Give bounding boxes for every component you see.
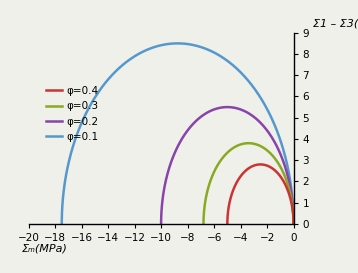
Legend: φ=0.4, φ=0.3, φ=0.2, φ=0.1: φ=0.4, φ=0.3, φ=0.2, φ=0.1 <box>42 82 103 146</box>
φ=0.1 <box>274 127 278 130</box>
φ=0.2 <box>178 141 182 144</box>
Line: φ=0.2: φ=0.2 <box>161 107 294 224</box>
φ=0.3 <box>253 143 257 146</box>
φ=0.2 <box>207 110 211 114</box>
φ=0.1 <box>117 67 121 70</box>
φ=0.4 <box>234 181 239 184</box>
φ=0.3 <box>285 180 289 183</box>
φ=0.3 <box>214 166 218 169</box>
φ=0.2 <box>235 107 240 110</box>
φ=0.3 <box>223 153 228 156</box>
φ=0.3 <box>201 222 205 225</box>
φ=0.4 <box>281 179 285 183</box>
φ=0.1 <box>92 96 97 100</box>
φ=0.1 <box>256 92 260 95</box>
φ=0.3 <box>234 145 238 148</box>
φ=0.2 <box>159 222 163 225</box>
φ=0.3 <box>277 164 282 167</box>
φ=0.3 <box>247 141 251 145</box>
Text: Σ1 – Σ3(MPa): Σ1 – Σ3(MPa) <box>314 18 358 28</box>
φ=0.1 <box>176 42 180 45</box>
φ=0.3 <box>291 222 296 225</box>
φ=0.4 <box>225 222 229 225</box>
φ=0.4 <box>258 163 263 166</box>
φ=0.2 <box>291 222 296 225</box>
Text: Σₘ(MPa): Σₘ(MPa) <box>22 244 68 253</box>
φ=0.2 <box>271 138 275 141</box>
φ=0.4 <box>249 165 253 168</box>
φ=0.1 <box>59 222 64 225</box>
φ=0.4 <box>291 222 296 225</box>
Line: φ=0.1: φ=0.1 <box>62 43 294 224</box>
φ=0.2 <box>192 121 196 125</box>
Line: φ=0.3: φ=0.3 <box>203 143 294 224</box>
φ=0.4 <box>286 191 291 194</box>
φ=0.1 <box>291 222 296 225</box>
φ=0.2 <box>281 161 286 164</box>
Line: φ=0.4: φ=0.4 <box>227 164 294 224</box>
φ=0.1 <box>193 44 197 47</box>
φ=0.1 <box>143 49 147 52</box>
φ=0.4 <box>263 164 267 167</box>
φ=0.4 <box>242 171 246 174</box>
φ=0.2 <box>225 105 229 109</box>
